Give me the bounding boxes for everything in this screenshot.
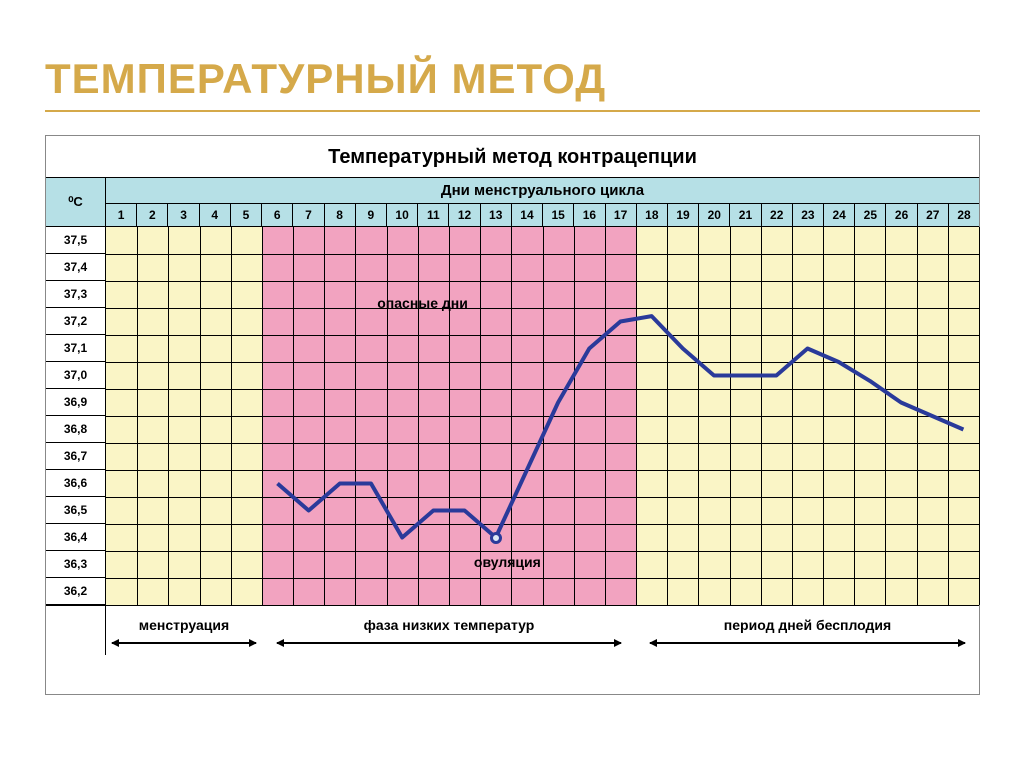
grid-line-v <box>543 227 544 605</box>
grid-line-v <box>418 227 419 605</box>
day-number: 3 <box>167 204 198 226</box>
ovulation-marker <box>490 532 502 544</box>
grid-line-v <box>324 227 325 605</box>
plot-wrap: 37,537,437,337,237,137,036,936,836,736,6… <box>46 227 979 605</box>
y-tick-label: 36,8 <box>46 416 106 443</box>
day-number: 1 <box>106 204 136 226</box>
phase-label: период дней бесплодия <box>724 617 891 633</box>
day-number: 24 <box>823 204 854 226</box>
y-tick-label: 36,5 <box>46 497 106 524</box>
day-number: 23 <box>792 204 823 226</box>
day-number: 27 <box>917 204 948 226</box>
chart-annotation: опасные дни <box>377 295 468 311</box>
grid-line-v <box>667 227 668 605</box>
day-number: 16 <box>573 204 604 226</box>
day-number: 13 <box>480 204 511 226</box>
phase-label: фаза низких температур <box>364 617 535 633</box>
day-number: 9 <box>355 204 386 226</box>
phase-segment: фаза низких температур <box>262 606 636 655</box>
grid-line-v <box>480 227 481 605</box>
day-number: 18 <box>636 204 667 226</box>
grid-line-v <box>854 227 855 605</box>
y-tick-label: 36,3 <box>46 551 106 578</box>
grid-line-v <box>168 227 169 605</box>
grid-line-v <box>761 227 762 605</box>
day-number: 11 <box>417 204 448 226</box>
phase-row: менструация фаза низких температур период … <box>46 605 979 655</box>
day-number: 6 <box>261 204 292 226</box>
grid-line-v <box>823 227 824 605</box>
day-number: 28 <box>948 204 979 226</box>
y-tick-label: 37,0 <box>46 362 106 389</box>
y-tick-label: 36,9 <box>46 389 106 416</box>
y-tick-label: 36,6 <box>46 470 106 497</box>
grid-line-v <box>730 227 731 605</box>
grid-line-v <box>885 227 886 605</box>
y-tick-label: 36,7 <box>46 443 106 470</box>
grid-line-v <box>574 227 575 605</box>
day-numbers-row: 1234567891011121314151617181920212223242… <box>106 204 979 226</box>
grid-line-v <box>792 227 793 605</box>
day-number: 10 <box>386 204 417 226</box>
day-number: 14 <box>511 204 542 226</box>
temperature-chart: Температурный метод контрацепции ⁰С Дни … <box>45 135 980 695</box>
grid-line-v <box>355 227 356 605</box>
grid-line-v <box>262 227 263 605</box>
phase-segment: менструация <box>106 606 262 655</box>
day-number: 12 <box>448 204 479 226</box>
day-number: 21 <box>729 204 760 226</box>
chart-title: Температурный метод контрацепции <box>46 136 979 177</box>
day-number: 20 <box>698 204 729 226</box>
day-number: 8 <box>324 204 355 226</box>
day-number: 25 <box>854 204 885 226</box>
day-number: 15 <box>542 204 573 226</box>
y-tick-label: 37,4 <box>46 254 106 281</box>
y-tick-label: 37,5 <box>46 227 106 254</box>
day-number: 2 <box>136 204 167 226</box>
phase-arrow <box>112 642 255 644</box>
phase-body: менструация фаза низких температур период … <box>106 606 979 655</box>
y-tick-label: 37,1 <box>46 335 106 362</box>
grid-line-v <box>137 227 138 605</box>
day-number: 7 <box>292 204 323 226</box>
y-tick-label: 36,2 <box>46 578 106 605</box>
day-number: 17 <box>605 204 636 226</box>
grid-line-v <box>387 227 388 605</box>
y-axis-unit: ⁰С <box>46 178 106 226</box>
title-underline <box>45 110 980 112</box>
grid-line-v <box>200 227 201 605</box>
grid-line-v <box>293 227 294 605</box>
x-axis-label: Дни менструального цикла <box>106 178 979 204</box>
day-number: 5 <box>230 204 261 226</box>
phase-arrow <box>277 642 621 644</box>
chart-annotation: овуляция <box>474 554 541 570</box>
grid-line-v <box>636 227 637 605</box>
phase-arrow <box>650 642 966 644</box>
grid-line-v <box>449 227 450 605</box>
day-number: 26 <box>885 204 916 226</box>
grid-line-v <box>231 227 232 605</box>
chart-header-row: ⁰С Дни менструального цикла 123456789101… <box>46 177 979 227</box>
day-number: 22 <box>761 204 792 226</box>
y-tick-label: 37,3 <box>46 281 106 308</box>
y-tick-label: 36,4 <box>46 524 106 551</box>
day-number: 4 <box>199 204 230 226</box>
day-number: 19 <box>667 204 698 226</box>
grid-line-v <box>948 227 949 605</box>
grid-line-v <box>698 227 699 605</box>
grid-line-v <box>511 227 512 605</box>
grid-line-v <box>605 227 606 605</box>
phase-label: менструация <box>139 617 229 633</box>
slide-title: ТЕМПЕРАТУРНЫЙ МЕТОД <box>45 55 606 103</box>
grid-line-v <box>979 227 980 605</box>
y-axis-column: 37,537,437,337,237,137,036,936,836,736,6… <box>46 227 106 605</box>
phase-spacer <box>46 606 106 655</box>
grid-line-v <box>917 227 918 605</box>
phase-segment: период дней бесплодия <box>636 606 979 655</box>
plot-area: опасные дни овуляция <box>106 227 979 605</box>
y-tick-label: 37,2 <box>46 308 106 335</box>
